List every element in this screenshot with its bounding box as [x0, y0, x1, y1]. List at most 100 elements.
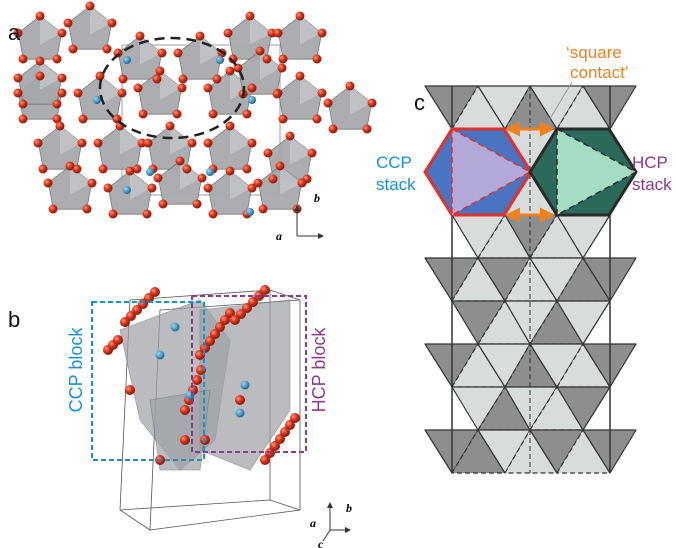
- oxygen-atom: [173, 48, 183, 58]
- oxygen-atom: [68, 44, 78, 54]
- oxygen-atom: [125, 166, 135, 176]
- oxygen-atom: [113, 335, 123, 345]
- metal-atom: [123, 186, 131, 194]
- oxygen-atom: [203, 83, 213, 93]
- polyhedron-face: [120, 126, 142, 155]
- panel-label: a: [8, 20, 21, 45]
- unit-cell: [119, 499, 301, 511]
- panel-label: c: [414, 90, 425, 115]
- oxygen-atom: [65, 161, 75, 171]
- oxygen-atom: [150, 287, 160, 297]
- oxygen-atom: [247, 138, 257, 148]
- oxygen-atom: [117, 88, 127, 98]
- hcp-block-box: [191, 295, 307, 453]
- polyhedron-face: [300, 76, 322, 105]
- annotation: CCP: [376, 153, 412, 172]
- metal-atom: [240, 380, 250, 390]
- annotation: contact’: [570, 63, 629, 82]
- oxygen-atom: [242, 109, 252, 119]
- oxygen-atom: [57, 88, 67, 98]
- oxygen-atom: [235, 395, 245, 405]
- polyhedron-face: [100, 76, 122, 105]
- oxygen-atom: [18, 99, 28, 109]
- oxygen-atom: [208, 109, 218, 119]
- oxygen-atom: [362, 124, 372, 134]
- oxygen-atom: [295, 11, 305, 21]
- oxygen-atom: [275, 161, 285, 171]
- oxygen-atom: [180, 405, 190, 415]
- oxygen-atom: [275, 434, 285, 444]
- oxygen-atom: [277, 63, 287, 73]
- oxygen-atom: [125, 385, 135, 395]
- oxygen-atom: [262, 54, 272, 64]
- oxygen-atom: [192, 375, 202, 385]
- oxygen-atom: [228, 54, 238, 64]
- oxygen-atom: [192, 199, 202, 209]
- oxygen-atom: [48, 204, 58, 214]
- oxygen-atom: [133, 83, 143, 93]
- metal-atom: [146, 168, 154, 176]
- axis-label: b: [314, 191, 320, 205]
- oxygen-atom: [247, 183, 257, 193]
- oxygen-atom: [203, 183, 213, 193]
- oxygen-atom: [270, 441, 280, 451]
- oxygen-atom: [255, 46, 265, 56]
- polyhedron-face: [140, 36, 162, 65]
- oxygen-atom: [35, 11, 45, 21]
- polyhedron-face: [230, 71, 252, 100]
- oxygen-atom: [367, 98, 377, 108]
- hcp-face: [556, 127, 638, 217]
- oxygen-atom: [225, 66, 235, 76]
- oxygen-atom: [263, 148, 273, 158]
- oxygen-atom: [200, 343, 210, 353]
- oxygen-atom: [317, 88, 327, 98]
- panel-a: [13, 1, 377, 219]
- oxygen-atom: [95, 71, 105, 81]
- oxygen-atom: [35, 56, 45, 66]
- oxygen-atom: [223, 28, 233, 38]
- oxygen-atom: [260, 455, 270, 465]
- leader-line: [547, 81, 573, 123]
- oxygen-atom: [43, 178, 53, 188]
- oxygen-atom: [307, 148, 317, 158]
- oxygen-atom: [208, 209, 218, 219]
- annotation: ‘square: [566, 43, 622, 62]
- oxygen-atom: [323, 98, 333, 108]
- polyhedron-face: [40, 61, 62, 90]
- polyhedron-face: [90, 6, 112, 35]
- oxygen-atom: [152, 74, 162, 84]
- oxygen-atom: [73, 88, 83, 98]
- polyhedron-face: [250, 16, 272, 45]
- oxygen-atom: [258, 204, 268, 214]
- oxygen-atom: [260, 285, 270, 295]
- oxygen-atom: [93, 138, 103, 148]
- polyhedron-face: [280, 166, 302, 195]
- panel-b: [91, 285, 307, 531]
- oxygen-atom: [205, 336, 215, 346]
- polyhedron-face: [170, 126, 192, 155]
- oxygen-atom: [290, 413, 300, 423]
- ccp-face: [451, 127, 532, 217]
- highlight-ellipse: [98, 36, 246, 140]
- oxygen-atom: [13, 28, 23, 38]
- polyhedron-face: [40, 16, 62, 45]
- oxygen-atom: [225, 121, 235, 131]
- oxygen-atom: [203, 138, 213, 148]
- oxygen-atom: [182, 164, 192, 174]
- oxygen-atom: [345, 81, 355, 91]
- polyhedron-face: [290, 136, 312, 165]
- oxygen-atom: [177, 83, 187, 93]
- oxygen-atom: [18, 54, 28, 64]
- polyhedron-face: [60, 126, 82, 155]
- oxygen-atom: [210, 329, 220, 339]
- oxygen-atom: [195, 350, 205, 360]
- metal-atom: [185, 390, 195, 400]
- octahedron-face: [556, 386, 611, 431]
- oxygen-atom: [312, 114, 322, 124]
- oxygen-atom: [132, 164, 142, 174]
- oxygen-atom: [215, 322, 225, 332]
- oxygen-atom: [55, 121, 65, 131]
- panel-label: b: [8, 307, 20, 332]
- oxygen-atom: [78, 114, 88, 124]
